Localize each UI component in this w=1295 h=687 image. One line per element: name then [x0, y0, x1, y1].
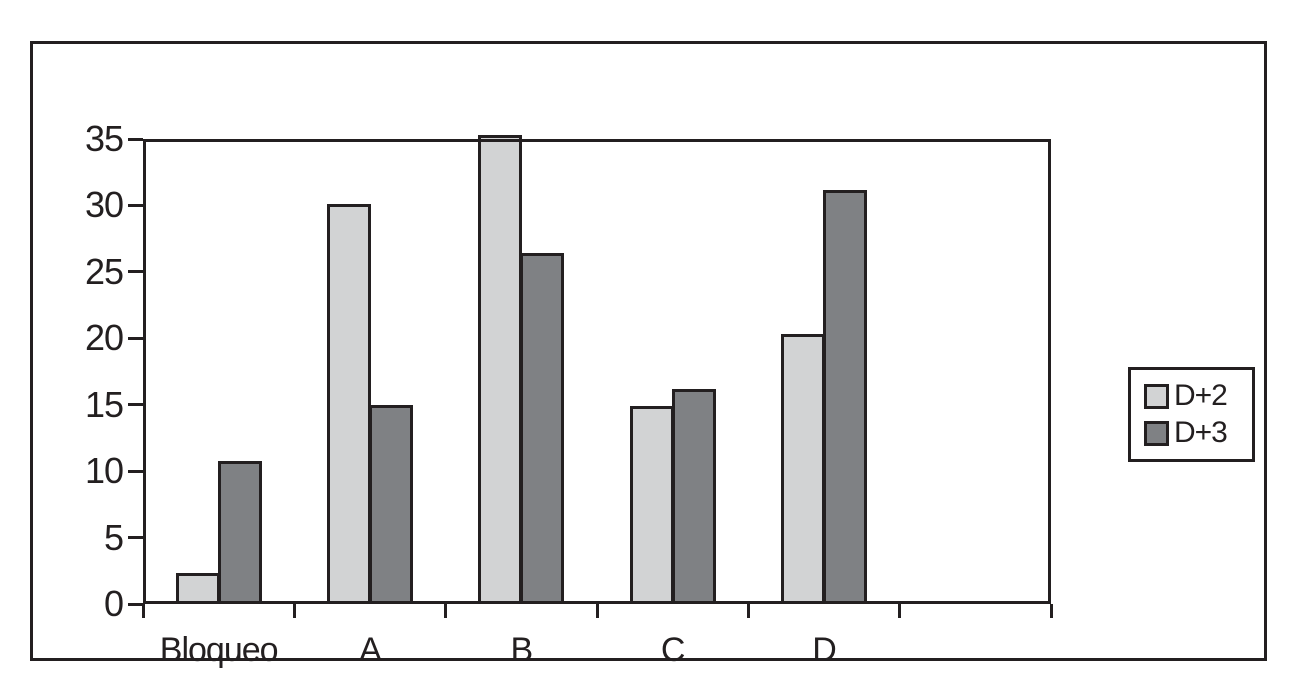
y-axis-tick-label-25: 25 — [84, 250, 124, 292]
chart-frame: 0 5 10 15 20 25 30 35 Bloqueo A B C D D+2 D+3 — [30, 41, 1267, 669]
bar-d-3-b — [520, 253, 565, 604]
bar-d-3-d — [823, 189, 867, 604]
legend-item-d3: D+3 — [1144, 418, 1252, 448]
y-axis-tick-35 — [128, 137, 143, 141]
y-axis-tick-label-15: 15 — [84, 383, 124, 425]
x-axis-tick-0 — [141, 604, 145, 618]
legend-swatch-d2 — [1144, 383, 1169, 409]
x-axis-tick-4 — [746, 604, 750, 618]
x-axis-tick-1 — [292, 604, 296, 618]
x-axis-category-label-b: B — [510, 631, 533, 669]
x-axis-category-label-a: A — [359, 631, 382, 669]
bar-d-2-bloqueo — [175, 573, 220, 604]
bar-d-3-c — [671, 388, 716, 604]
bar-d-2-c — [629, 406, 674, 604]
plot-area: 0 5 10 15 20 25 30 35 Bloqueo A B C D — [85, 118, 1053, 669]
y-axis-tick-label-10: 10 — [84, 450, 124, 492]
y-axis-tick-label-5: 5 — [103, 516, 124, 558]
y-axis-tick-label-0: 0 — [103, 583, 124, 624]
x-axis-category-label-bloqueo: Bloqueo — [159, 631, 279, 669]
x-axis-category-label-c: C — [660, 631, 686, 669]
x-axis-tick-3 — [595, 604, 599, 618]
y-axis-tick-25 — [128, 270, 143, 274]
y-axis-tick-5 — [128, 536, 143, 540]
legend-item-d2: D+2 — [1144, 381, 1252, 411]
x-axis-tick-2 — [444, 604, 448, 618]
y-axis-tick-label-35: 35 — [84, 118, 124, 159]
legend-label-d3: D+3 — [1174, 416, 1228, 449]
y-axis-tick-15 — [128, 403, 143, 407]
y-axis-tick-label-20: 20 — [84, 317, 124, 359]
bar-d-3-a — [369, 404, 413, 604]
plot-border — [143, 139, 1051, 604]
x-axis-category-label-d: D — [812, 631, 837, 669]
y-axis-tick-label-30: 30 — [84, 184, 124, 226]
x-axis-tick-5 — [898, 604, 902, 618]
bar-d-3-bloqueo — [217, 460, 262, 604]
bar-d-2-b — [478, 135, 523, 604]
x-axis-tick-6 — [1049, 604, 1053, 618]
legend-label-d2: D+2 — [1174, 379, 1228, 412]
bar-d-2-a — [327, 204, 371, 604]
y-axis-tick-10 — [128, 469, 143, 473]
bar-d-2-d — [781, 334, 825, 604]
y-axis-tick-30 — [128, 203, 143, 207]
y-axis-tick-0 — [128, 602, 143, 606]
legend-swatch-d3 — [1144, 420, 1169, 446]
y-axis-tick-20 — [128, 336, 143, 340]
legend: D+2 D+3 — [1128, 367, 1255, 462]
